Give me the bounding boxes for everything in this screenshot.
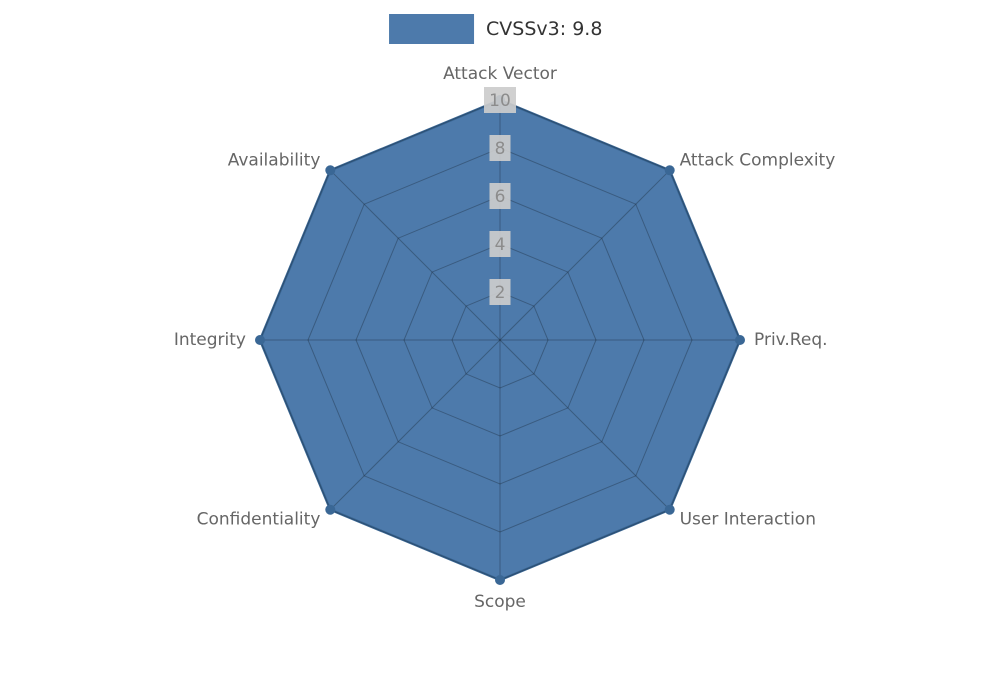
axis-label-attack-vector: Attack Vector [443,64,557,84]
grid-ring [451,291,549,389]
tick-label: 2 [495,283,506,303]
axis-label-availability: Availability [228,150,321,170]
axis-spoke [329,339,501,511]
legend: CVSSv3: 9.8 [389,14,602,44]
vertex-marker [495,575,505,585]
tick-label: 10 [489,91,511,111]
vertex-marker [325,504,336,515]
axis-label-scope: Scope [474,592,526,612]
axis-spoke [499,169,671,341]
axis-label-attack-complexity: Attack Complexity [680,150,836,170]
tick-label-box [489,183,511,209]
tick-label: 8 [495,139,506,159]
tick-label-box [489,135,511,161]
tick-label-box [489,279,511,305]
vertex-marker [325,165,336,176]
vertex-marker [664,504,675,515]
axis-label-confidentiality: Confidentiality [197,510,321,530]
vertex-marker [255,335,265,345]
grid-ring [403,243,597,437]
axis-spoke [499,339,671,511]
grid-ring [307,147,693,533]
axis-label-priv-req: Priv.Req. [754,330,828,350]
vertex-marker [664,165,675,176]
tick-label-box [489,231,511,257]
grid-ring [355,195,645,485]
tick-label: 6 [495,187,506,207]
axis-label-user-interaction: User Interaction [680,510,816,530]
axis-spoke [329,169,501,341]
legend-label: CVSSv3: 9.8 [486,18,603,40]
legend-swatch [389,14,475,44]
tick-label: 4 [495,235,506,255]
tick-label-box [484,87,516,113]
vertex-marker [735,335,745,345]
axis-label-integrity: Integrity [174,330,246,350]
